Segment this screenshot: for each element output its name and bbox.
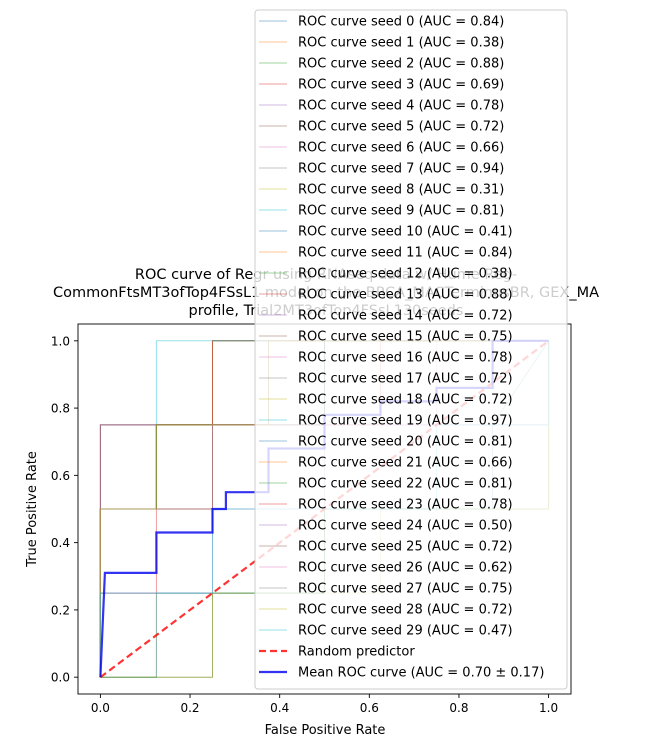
legend-item-seed-18: ROC curve seed 18 (AUC = 0.72) [259,393,513,408]
legend-label: ROC curve seed 6 (AUC = 0.66) [298,141,504,156]
legend-item-seed-21: ROC curve seed 21 (AUC = 0.66) [259,456,513,471]
legend-item-seed-20: ROC curve seed 20 (AUC = 0.81) [259,435,513,450]
legend-item-seed-16: ROC curve seed 16 (AUC = 0.78) [259,351,513,366]
legend-item-seed-11: ROC curve seed 11 (AUC = 0.84) [259,246,513,261]
legend-label: ROC curve seed 2 (AUC = 0.88) [298,57,504,72]
legend-label: ROC curve seed 29 (AUC = 0.47) [298,624,513,639]
legend-label: ROC curve seed 22 (AUC = 0.81) [298,477,513,492]
legend-label: ROC curve seed 4 (AUC = 0.78) [298,99,504,114]
legend-label: ROC curve seed 9 (AUC = 0.81) [298,204,504,219]
legend-item-seed-9: ROC curve seed 9 (AUC = 0.81) [259,204,504,219]
x-axis-label: False Positive Rate [265,723,386,738]
legend-label: ROC curve seed 13 (AUC = 0.88) [298,288,513,303]
legend-label: ROC curve seed 27 (AUC = 0.75) [298,582,513,597]
legend-item-seed-15: ROC curve seed 15 (AUC = 0.75) [259,330,513,345]
legend-item-seed-0: ROC curve seed 0 (AUC = 0.84) [259,15,504,30]
legend-item-seed-2: ROC curve seed 2 (AUC = 0.88) [259,57,504,72]
legend-label: ROC curve seed 10 (AUC = 0.41) [298,225,513,240]
legend-label: ROC curve seed 25 (AUC = 0.72) [298,540,513,555]
roc-seed-0-line [99,340,549,678]
legend-item-seed-5: ROC curve seed 5 (AUC = 0.72) [259,120,504,135]
x-tick-label: 0.6 [360,701,379,715]
legend-label: ROC curve seed 23 (AUC = 0.78) [298,498,513,513]
x-tick-label: 0.8 [449,701,468,715]
legend-label: ROC curve seed 8 (AUC = 0.31) [298,183,504,198]
legend-label: ROC curve seed 0 (AUC = 0.84) [298,15,504,30]
legend-item-mean-roc: Mean ROC curve (AUC = 0.70 ± 0.17) [259,666,544,681]
legend-label: ROC curve seed 21 (AUC = 0.66) [298,456,513,471]
y-axis-label: True Positive Rate [25,451,40,568]
x-tick-label: 0.0 [91,701,110,715]
legend-label: ROC curve seed 1 (AUC = 0.38) [298,36,504,51]
legend-item-seed-22: ROC curve seed 22 (AUC = 0.81) [259,477,513,492]
legend-label: ROC curve seed 12 (AUC = 0.38) [298,267,513,282]
legend-item-seed-13: ROC curve seed 13 (AUC = 0.88) [259,288,513,303]
legend-item-seed-27: ROC curve seed 27 (AUC = 0.75) [259,582,513,597]
legend-item-seed-3: ROC curve seed 3 (AUC = 0.69) [259,78,504,93]
legend-item-seed-1: ROC curve seed 1 (AUC = 0.38) [259,36,504,51]
legend: ROC curve seed 0 (AUC = 0.84) ROC curve s… [254,9,568,690]
legend-label: ROC curve seed 11 (AUC = 0.84) [298,246,513,261]
legend-label: Random predictor [298,645,415,660]
legend-item-random-predictor: Random predictor [259,645,415,660]
legend-item-seed-29: ROC curve seed 29 (AUC = 0.47) [259,624,513,639]
x-tick-label: 1.0 [539,701,558,715]
legend-label: ROC curve seed 3 (AUC = 0.69) [298,78,504,93]
legend-item-seed-10: ROC curve seed 10 (AUC = 0.41) [259,225,513,240]
x-tick-label: 0.2 [180,701,199,715]
legend-item-seed-14: ROC curve seed 14 (AUC = 0.72) [259,309,513,324]
legend-item-seed-4: ROC curve seed 4 (AUC = 0.78) [259,99,504,114]
legend-item-seed-17: ROC curve seed 17 (AUC = 0.72) [259,372,513,387]
legend-label: ROC curve seed 26 (AUC = 0.62) [298,561,513,576]
legend-item-seed-23: ROC curve seed 23 (AUC = 0.78) [259,498,513,513]
legend-label: ROC curve seed 28 (AUC = 0.72) [298,603,513,618]
legend-label: ROC curve seed 18 (AUC = 0.72) [298,393,513,408]
y-tick-label: 0.4 [51,536,70,550]
legend-item-seed-25: ROC curve seed 25 (AUC = 0.72) [259,540,513,555]
legend-item-seed-24: ROC curve seed 24 (AUC = 0.50) [259,519,513,534]
y-tick-label: 0.8 [51,402,70,416]
legend-item-seed-7: ROC curve seed 7 (AUC = 0.94) [259,162,504,177]
legend-item-seed-19: ROC curve seed 19 (AUC = 0.97) [259,414,513,429]
roc-seed-11-line [99,340,549,678]
legend-label: ROC curve seed 24 (AUC = 0.50) [298,519,513,534]
legend-label: ROC curve seed 20 (AUC = 0.81) [298,435,513,450]
y-axis-ticks: 0.0 0.2 0.4 0.6 0.8 1.0 [51,334,78,685]
legend-label: ROC curve seed 14 (AUC = 0.72) [298,309,513,324]
x-tick-label: 0.4 [270,701,289,715]
legend-item-seed-8: ROC curve seed 8 (AUC = 0.31) [259,183,504,198]
legend-label: ROC curve seed 7 (AUC = 0.94) [298,162,504,177]
legend-label: ROC curve seed 5 (AUC = 0.72) [298,120,504,135]
legend-item-seed-26: ROC curve seed 26 (AUC = 0.62) [259,561,513,576]
y-tick-label: 0.0 [51,671,70,685]
legend-label: ROC curve seed 19 (AUC = 0.97) [298,414,513,429]
legend-label: Mean ROC curve (AUC = 0.70 ± 0.17) [298,666,544,681]
legend-label: ROC curve seed 17 (AUC = 0.72) [298,372,513,387]
legend-item-seed-28: ROC curve seed 28 (AUC = 0.72) [259,603,513,618]
y-tick-label: 1.0 [51,334,70,348]
legend-label: ROC curve seed 16 (AUC = 0.78) [298,351,513,366]
y-tick-label: 0.6 [51,469,70,483]
legend-box [254,9,568,690]
x-axis-ticks: 0.0 0.2 0.4 0.6 0.8 1.0 [91,694,558,715]
y-tick-label: 0.2 [51,603,70,617]
legend-item-seed-6: ROC curve seed 6 (AUC = 0.66) [259,141,504,156]
legend-item-seed-12: ROC curve seed 12 (AUC = 0.38) [259,267,513,282]
legend-label: ROC curve seed 15 (AUC = 0.75) [298,330,513,345]
